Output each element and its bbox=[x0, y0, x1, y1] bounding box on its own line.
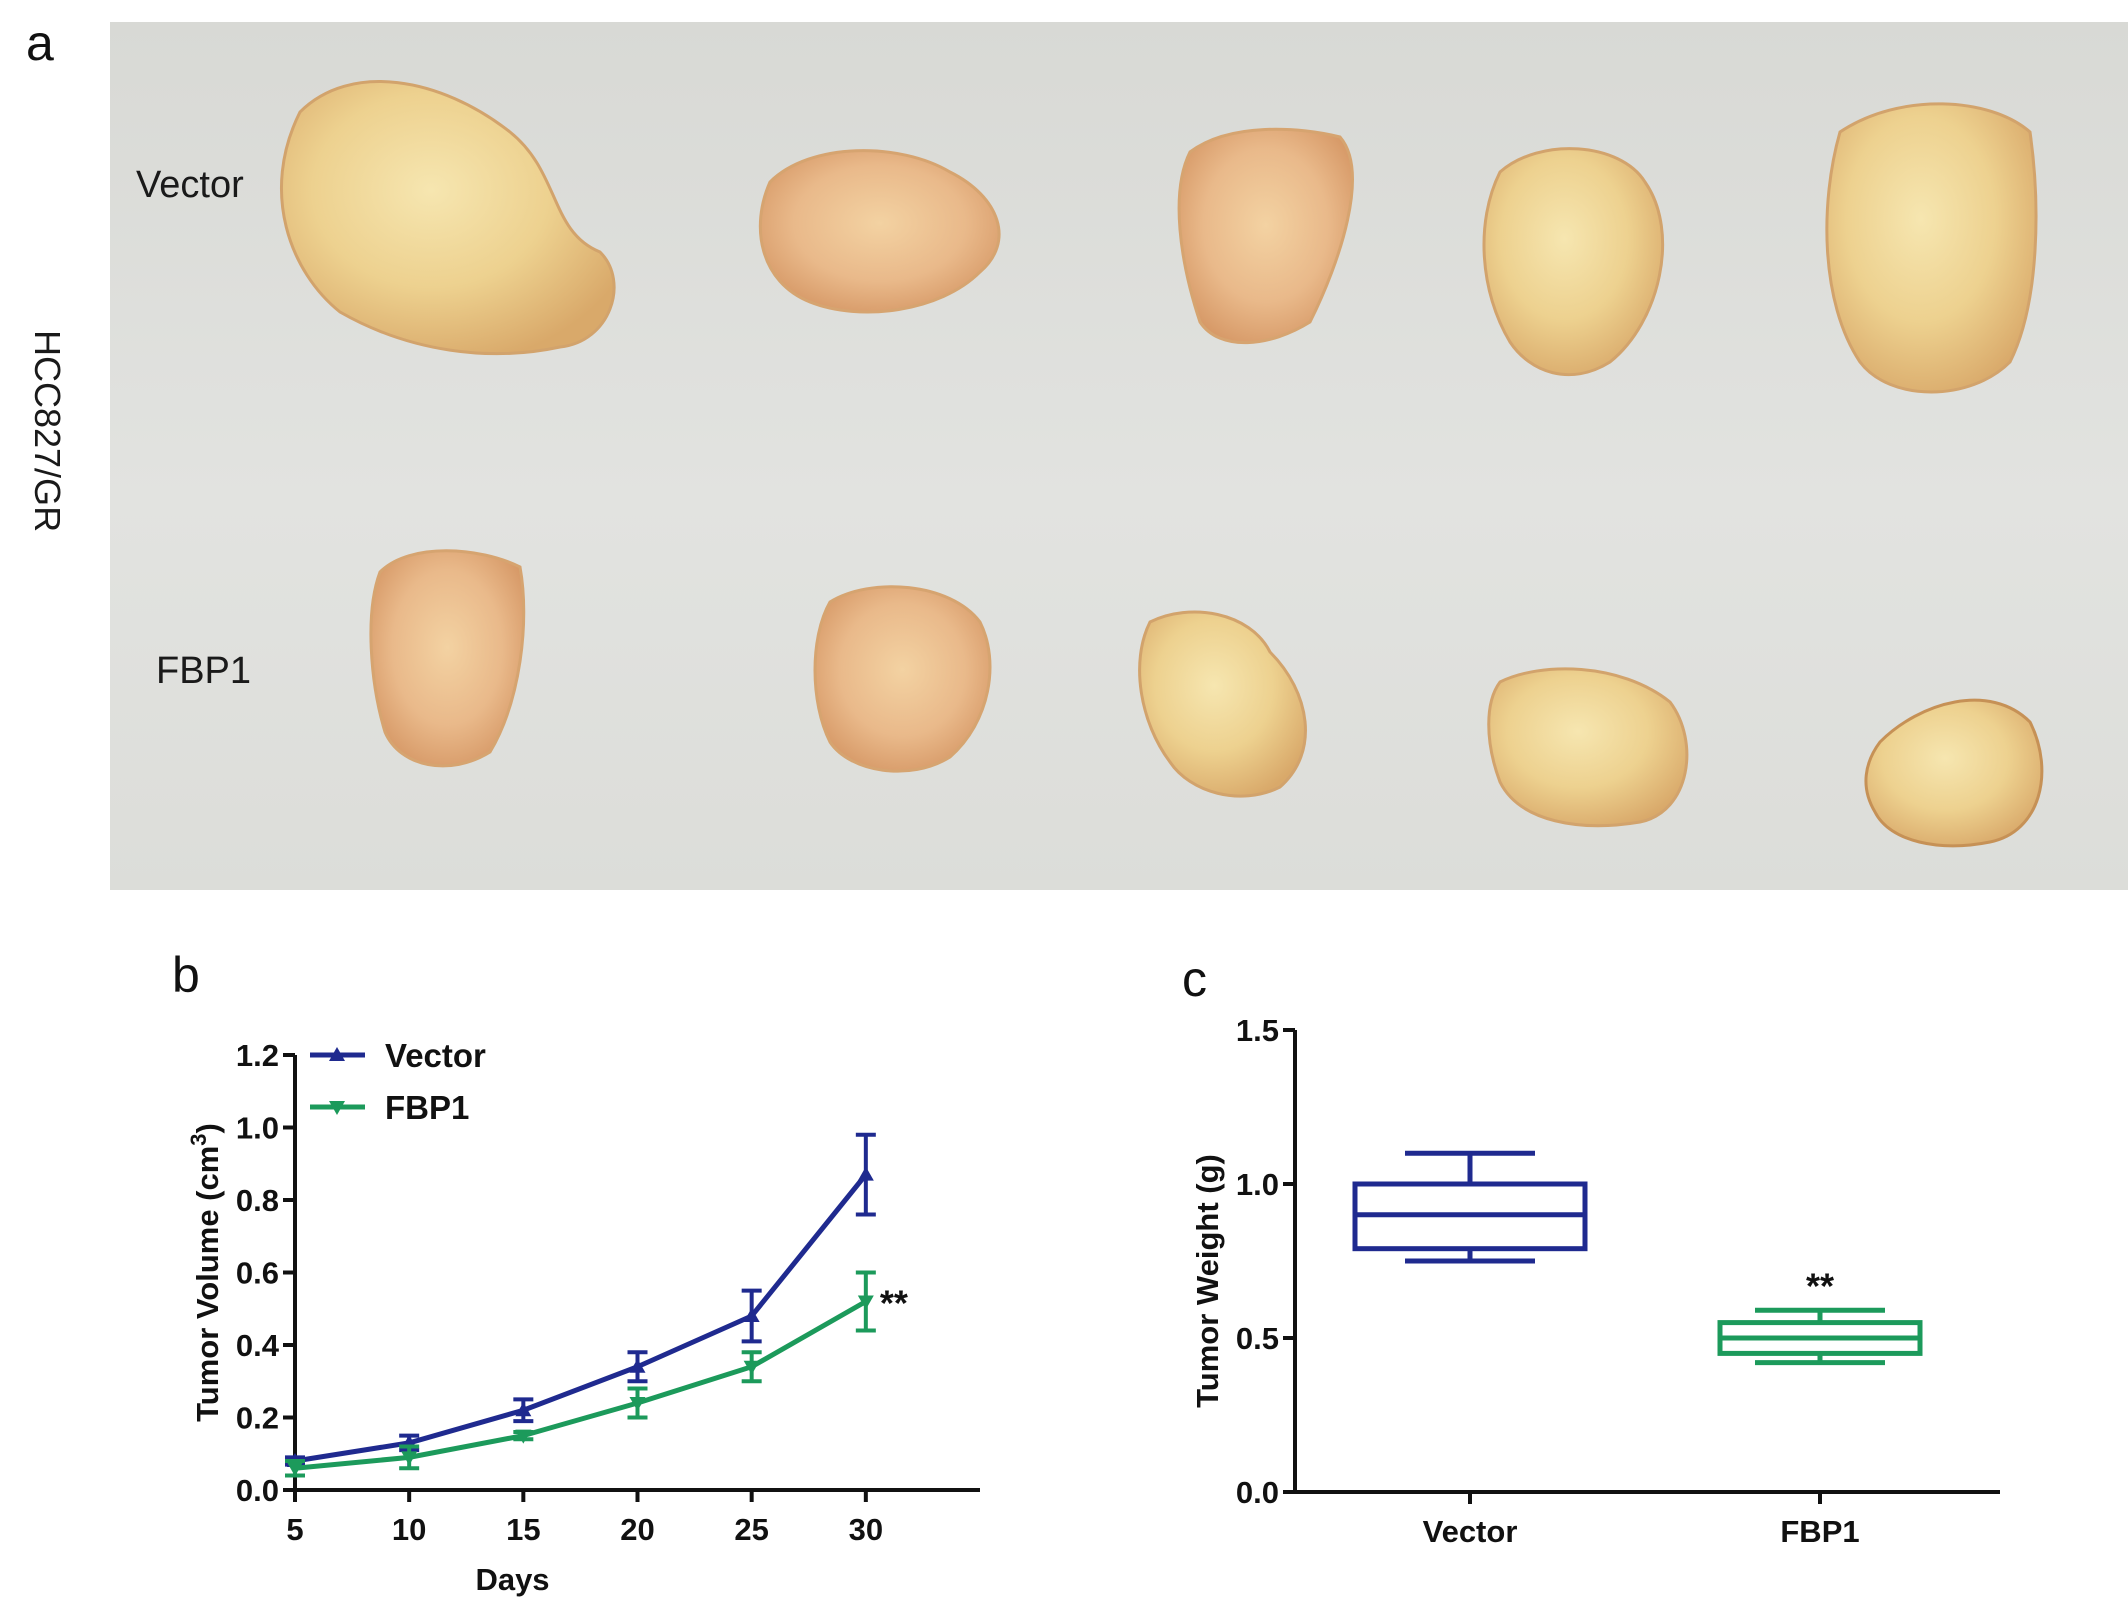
series-line-fbp1 bbox=[294, 1299, 868, 1471]
tumor-photo: Vector FBP1 bbox=[110, 22, 2128, 890]
tumor-vector-3 bbox=[1177, 127, 1354, 345]
tumor-vector-2 bbox=[758, 149, 1001, 314]
y-tick-label: 1.0 bbox=[1236, 1167, 1279, 1202]
y-tick-label: 1.2 bbox=[236, 1038, 279, 1073]
data-point bbox=[515, 1429, 532, 1444]
x-tick-label: 20 bbox=[620, 1512, 654, 1547]
tumor-volume-chart: 0.0 0.2 0.4 0.6 0.8 1.0 1.2 5 10 15 20 25 30 Days Tumo… bbox=[186, 1037, 980, 1597]
data-point bbox=[743, 1360, 760, 1375]
y-tick-label: 0.8 bbox=[236, 1183, 279, 1218]
y-tick-label: 1.0 bbox=[236, 1111, 279, 1146]
row-label-fbp1: FBP1 bbox=[156, 650, 252, 692]
y-tick-label: 0.0 bbox=[236, 1473, 279, 1508]
significance-marker: ** bbox=[880, 1283, 908, 1324]
tumor-vector-5 bbox=[1825, 102, 2038, 394]
data-point bbox=[401, 1451, 418, 1466]
data-point bbox=[629, 1358, 646, 1373]
tumor-fbp1-1 bbox=[369, 549, 526, 768]
data-point bbox=[743, 1308, 760, 1322]
panel-b-letter: b bbox=[172, 947, 200, 1003]
tumor-fbp1-3 bbox=[1138, 610, 1307, 798]
data-point bbox=[287, 1462, 303, 1477]
y-axis-title: Tumor Volume (cm3) bbox=[186, 1123, 225, 1422]
x-tick-label: 25 bbox=[734, 1512, 768, 1547]
x-tick-label: 15 bbox=[506, 1512, 540, 1547]
data-point bbox=[857, 1166, 874, 1181]
y-tick-label: 1.5 bbox=[1236, 1013, 1279, 1048]
y-tick-label: 0.0 bbox=[1236, 1475, 1279, 1510]
legend-marker bbox=[329, 1101, 345, 1115]
cell-line-label: HCC827/GR bbox=[27, 330, 68, 533]
row-label-vector: Vector bbox=[136, 164, 244, 206]
y-axis-title: Tumor Weight (g) bbox=[1190, 1154, 1225, 1408]
x-tick-label: 10 bbox=[392, 1512, 426, 1547]
tumor-vector-1 bbox=[279, 80, 616, 356]
legend-label: FBP1 bbox=[385, 1089, 469, 1126]
tumor-photo-illustration bbox=[279, 80, 2044, 848]
x-tick-label: 5 bbox=[286, 1512, 303, 1547]
data-point bbox=[857, 1295, 874, 1310]
y-tick-label: 0.4 bbox=[236, 1328, 280, 1363]
series-line-vector bbox=[294, 1173, 868, 1464]
tumor-vector-4 bbox=[1482, 147, 1665, 377]
y-tick-label: 0.5 bbox=[1236, 1321, 1279, 1356]
significance-marker: ** bbox=[1806, 1265, 1834, 1306]
legend-marker bbox=[329, 1047, 345, 1061]
data-point bbox=[629, 1397, 646, 1411]
x-tick-label: Vector bbox=[1423, 1514, 1518, 1549]
x-tick-label: 30 bbox=[849, 1512, 883, 1547]
x-axis-title: Days bbox=[475, 1562, 549, 1597]
panel-a-letter: a bbox=[26, 15, 54, 71]
tumor-weight-chart: 0.0 0.5 1.0 1.5 Vector FBP1 Tumor Weight (g) ** bbox=[1190, 1013, 2000, 1549]
panel-c-letter: c bbox=[1182, 951, 1207, 1007]
y-tick-label: 0.2 bbox=[236, 1401, 279, 1436]
tumor-fbp1-5 bbox=[1864, 698, 2044, 848]
x-tick-label: FBP1 bbox=[1780, 1514, 1859, 1549]
tumor-fbp1-2 bbox=[813, 585, 992, 773]
legend-label: Vector bbox=[385, 1037, 486, 1074]
y-tick-label: 0.6 bbox=[236, 1256, 279, 1291]
data-point bbox=[515, 1402, 532, 1417]
tumor-fbp1-4 bbox=[1487, 667, 1689, 828]
